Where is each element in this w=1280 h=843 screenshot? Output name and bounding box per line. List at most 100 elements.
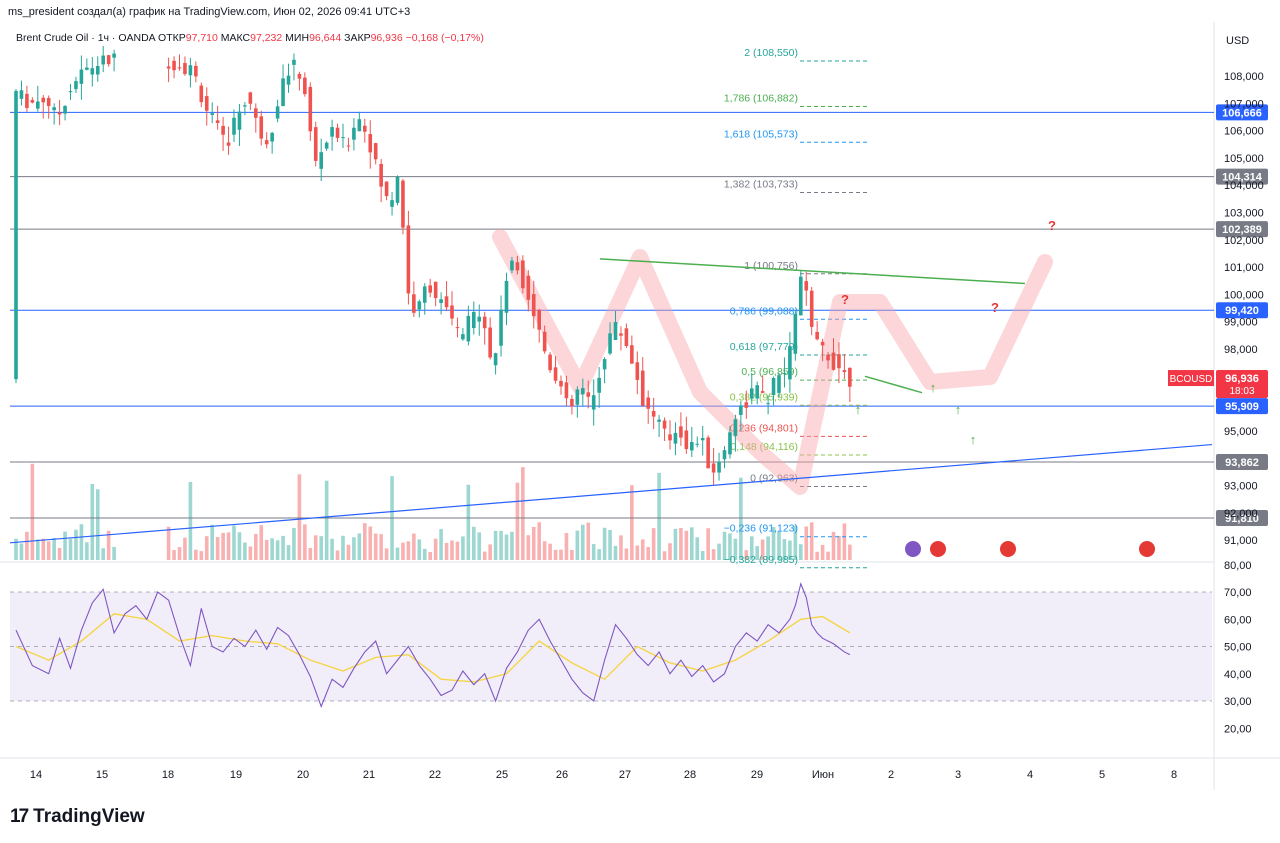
volume-bar: [488, 544, 492, 560]
candle-body: [755, 385, 759, 399]
level-badge-label: 99,420: [1225, 305, 1259, 317]
candle-body: [41, 97, 46, 103]
candle-body: [101, 55, 105, 65]
level-badge-label: 91,810: [1225, 513, 1259, 525]
volume-bar: [537, 522, 541, 560]
volume-bar: [112, 546, 116, 560]
volume-bar: [335, 550, 340, 560]
volume-bar: [363, 523, 367, 560]
candle-body: [357, 119, 362, 132]
candle-body: [744, 402, 749, 408]
candle-body: [183, 63, 187, 75]
volume-bar: [433, 538, 438, 560]
flag-event-icon[interactable]: [930, 541, 946, 557]
price-axis-label: 100,000: [1224, 289, 1264, 301]
volume-bar: [472, 526, 476, 560]
volume-bar: [613, 545, 618, 560]
candle-body: [570, 398, 574, 407]
candle-body: [526, 275, 531, 300]
volume-bar: [85, 542, 89, 560]
candle-body: [717, 461, 721, 473]
candle-body: [793, 313, 798, 354]
candle-body: [30, 100, 35, 103]
low-value: 96,644: [309, 32, 342, 44]
lightning-event-icon[interactable]: [905, 541, 921, 557]
candle-body: [286, 75, 291, 85]
volume-bar: [788, 540, 792, 560]
candle-body: [537, 309, 541, 330]
price-axis-label: 103,000: [1224, 208, 1264, 220]
candle-body: [68, 91, 73, 93]
volume-bar: [521, 467, 525, 560]
candle-body: [782, 373, 787, 375]
price-axis: USD108,000107,000106,000105,000104,00010…: [1168, 35, 1268, 547]
tradingview-logo[interactable]: 17 TradingView: [10, 806, 145, 828]
candle-body: [728, 432, 732, 455]
candle-body: [172, 60, 176, 71]
volume-bar: [793, 525, 798, 560]
candle-body: [243, 105, 247, 107]
candle-body: [264, 140, 269, 145]
candle-body: [57, 112, 62, 115]
volume-bar: [95, 489, 100, 560]
volume-bar: [744, 550, 749, 560]
candle-body: [657, 419, 661, 422]
price-chart-svg[interactable]: 80,00 70,00 60,00 50,00 40,00 30,00 20,00 106,…: [0, 22, 1280, 790]
flag-event-icon[interactable]: [1139, 541, 1155, 557]
candle-body: [204, 96, 209, 111]
volume-bar: [493, 530, 498, 560]
volume-bar: [90, 483, 95, 560]
volume-bar: [106, 530, 111, 560]
volume-bar: [820, 544, 825, 560]
last-price-badge: [1216, 370, 1268, 399]
candle-body: [608, 333, 612, 354]
candle-body: [444, 296, 449, 308]
candle-body: [619, 333, 623, 336]
rsi-axis-label: 30,00: [1224, 696, 1252, 708]
candles: [14, 45, 852, 485]
candle-body: [749, 388, 754, 399]
volume-bar: [466, 484, 471, 560]
volume-bar: [749, 536, 754, 560]
candle-body: [313, 127, 318, 161]
candle-body: [324, 142, 329, 149]
candle-body: [662, 420, 667, 429]
volume-bar: [706, 528, 710, 560]
candle-body: [771, 377, 776, 396]
volume-bar: [646, 546, 650, 560]
candle-body: [548, 354, 552, 371]
candle-body: [700, 437, 705, 441]
candle-body: [553, 367, 558, 381]
rsi-line: [15, 582, 851, 708]
volume-bar: [461, 536, 465, 560]
volume-bar: [221, 532, 225, 560]
candle-body: [504, 280, 509, 313]
time-axis-label: 19: [230, 769, 242, 781]
candle-body: [472, 311, 476, 329]
volume-bar: [657, 472, 661, 560]
candle-body: [237, 111, 242, 130]
candle-body: [221, 125, 225, 135]
candle-body: [455, 327, 460, 329]
candle-body: [166, 66, 171, 69]
chart-area[interactable]: 80,00 70,00 60,00 50,00 40,00 30,00 20,00 106,…: [0, 22, 1280, 790]
candle-body: [368, 134, 373, 153]
symbol-name[interactable]: Brent Crude Oil · 1ч · OANDA: [16, 32, 156, 44]
volume-bar: [232, 525, 236, 560]
candle-body: [232, 117, 236, 135]
price-axis-label: 98,000: [1224, 344, 1258, 356]
fib-label: 1,618 (105,573): [724, 128, 798, 140]
fib-label: 0,786 (99,088): [730, 305, 798, 317]
volume-bar: [194, 549, 198, 560]
volume-bar: [417, 539, 422, 560]
candle-body: [346, 145, 351, 147]
flag-event-icon[interactable]: [1000, 541, 1016, 557]
volume-bar: [412, 533, 416, 560]
candle-body: [815, 331, 819, 340]
volume-bar: [341, 535, 345, 560]
open-label: ОТКР: [158, 32, 186, 44]
volume-bar: [635, 545, 640, 560]
candle-body: [466, 315, 471, 342]
tradingview-wordmark: TradingView: [33, 806, 145, 827]
forecast-path: [492, 229, 1053, 495]
